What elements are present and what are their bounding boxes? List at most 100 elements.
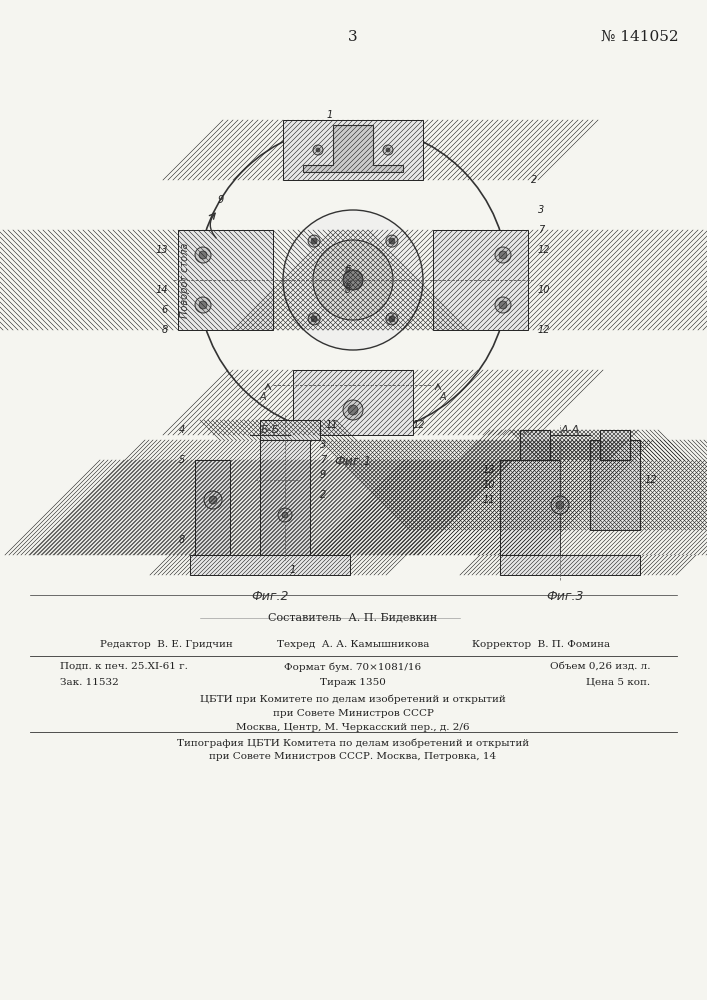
Text: б: б bbox=[346, 265, 351, 274]
Text: Формат бум. 70×1081/16: Формат бум. 70×1081/16 bbox=[284, 662, 421, 672]
Text: Объем 0,26 изд. л.: Объем 0,26 изд. л. bbox=[549, 662, 650, 671]
Circle shape bbox=[308, 313, 320, 325]
Circle shape bbox=[499, 251, 507, 259]
Text: Поворот стола: Поворот стола bbox=[180, 242, 190, 318]
Circle shape bbox=[556, 501, 564, 509]
Text: А: А bbox=[440, 392, 446, 402]
Text: Редактор  В. Е. Гридчин: Редактор В. Е. Гридчин bbox=[100, 640, 233, 649]
Text: б: б bbox=[346, 281, 351, 290]
Circle shape bbox=[386, 313, 398, 325]
Text: Цена 5 коп.: Цена 5 коп. bbox=[586, 678, 650, 687]
Text: 8: 8 bbox=[162, 325, 168, 335]
Polygon shape bbox=[600, 430, 630, 460]
Circle shape bbox=[316, 148, 320, 152]
Circle shape bbox=[495, 297, 511, 313]
Text: 2: 2 bbox=[531, 175, 537, 185]
Text: б: б bbox=[345, 265, 351, 275]
Text: 9: 9 bbox=[218, 195, 224, 205]
Polygon shape bbox=[190, 555, 350, 575]
Polygon shape bbox=[520, 430, 550, 460]
Circle shape bbox=[383, 145, 393, 155]
Text: 6: 6 bbox=[162, 305, 168, 315]
Circle shape bbox=[313, 240, 393, 320]
Text: 3: 3 bbox=[348, 30, 358, 44]
Text: б: б bbox=[345, 285, 351, 295]
Text: Подп. к печ. 25.XI-61 г.: Подп. к печ. 25.XI-61 г. bbox=[60, 662, 188, 671]
Text: А: А bbox=[259, 392, 267, 402]
Text: 8: 8 bbox=[179, 535, 185, 545]
Text: 5: 5 bbox=[179, 455, 185, 465]
Circle shape bbox=[195, 297, 211, 313]
Circle shape bbox=[199, 301, 207, 309]
Text: при Совете Министров СССР. Москва, Петровка, 14: при Совете Министров СССР. Москва, Петро… bbox=[209, 752, 496, 761]
Circle shape bbox=[283, 210, 423, 350]
Polygon shape bbox=[195, 460, 230, 555]
Text: Корректор  В. П. Фомина: Корректор В. П. Фомина bbox=[472, 640, 610, 649]
Text: А-А: А-А bbox=[561, 425, 580, 435]
Text: 13: 13 bbox=[482, 465, 495, 475]
Circle shape bbox=[311, 316, 317, 322]
Circle shape bbox=[199, 251, 207, 259]
Text: 4: 4 bbox=[179, 425, 185, 435]
Circle shape bbox=[389, 316, 395, 322]
Text: 12: 12 bbox=[413, 420, 426, 430]
Text: Фиг.1: Фиг.1 bbox=[334, 455, 372, 468]
Text: Техред  А. А. Камышникова: Техред А. А. Камышникова bbox=[277, 640, 429, 649]
Text: 2: 2 bbox=[320, 490, 326, 500]
Text: 12: 12 bbox=[538, 245, 551, 255]
Circle shape bbox=[278, 508, 292, 522]
Polygon shape bbox=[500, 555, 640, 575]
Text: 14: 14 bbox=[156, 285, 168, 295]
Polygon shape bbox=[303, 125, 403, 172]
Circle shape bbox=[499, 301, 507, 309]
Text: 11: 11 bbox=[325, 420, 338, 430]
Circle shape bbox=[343, 270, 363, 290]
Text: при Совете Министров СССР: при Совете Министров СССР bbox=[273, 709, 433, 718]
Text: 12: 12 bbox=[538, 325, 551, 335]
Circle shape bbox=[311, 238, 317, 244]
Text: Составитель  А. П. Бидевкин: Составитель А. П. Бидевкин bbox=[269, 612, 438, 622]
Text: 11: 11 bbox=[482, 495, 495, 505]
Text: 3: 3 bbox=[320, 440, 326, 450]
Text: 1: 1 bbox=[327, 110, 333, 120]
Text: 1: 1 bbox=[290, 565, 296, 575]
Text: Б-Б: Б-Б bbox=[260, 425, 280, 435]
Polygon shape bbox=[260, 440, 310, 555]
Text: 3: 3 bbox=[538, 205, 544, 215]
Circle shape bbox=[495, 247, 511, 263]
Circle shape bbox=[551, 496, 569, 514]
Circle shape bbox=[308, 235, 320, 247]
Polygon shape bbox=[283, 120, 423, 180]
Circle shape bbox=[348, 145, 358, 155]
Text: Типография ЦБТИ Комитета по делам изобретений и открытий: Типография ЦБТИ Комитета по делам изобре… bbox=[177, 738, 529, 748]
Polygon shape bbox=[433, 230, 528, 330]
Text: 9: 9 bbox=[320, 470, 326, 480]
Text: 10: 10 bbox=[538, 285, 551, 295]
Text: 7: 7 bbox=[538, 225, 544, 235]
Text: № 141052: № 141052 bbox=[601, 30, 679, 44]
Circle shape bbox=[389, 238, 395, 244]
Text: Москва, Центр, М. Черкасский пер., д. 2/6: Москва, Центр, М. Черкасский пер., д. 2/… bbox=[236, 723, 469, 732]
Text: 10: 10 bbox=[482, 480, 495, 490]
Circle shape bbox=[351, 148, 355, 152]
Polygon shape bbox=[500, 460, 560, 555]
Circle shape bbox=[386, 148, 390, 152]
Circle shape bbox=[386, 235, 398, 247]
Circle shape bbox=[313, 145, 323, 155]
Text: 12: 12 bbox=[645, 475, 658, 485]
Polygon shape bbox=[260, 420, 320, 440]
Text: ЦБТИ при Комитете по делам изобретений и открытий: ЦБТИ при Комитете по делам изобретений и… bbox=[200, 695, 506, 704]
Circle shape bbox=[343, 400, 363, 420]
Text: Зак. 11532: Зак. 11532 bbox=[60, 678, 119, 687]
Circle shape bbox=[209, 496, 217, 504]
Circle shape bbox=[204, 491, 222, 509]
Circle shape bbox=[348, 405, 358, 415]
Circle shape bbox=[195, 247, 211, 263]
Polygon shape bbox=[178, 230, 273, 330]
Text: Фиг.3: Фиг.3 bbox=[547, 590, 584, 603]
Circle shape bbox=[282, 512, 288, 518]
Text: Фиг.2: Фиг.2 bbox=[251, 590, 288, 603]
Text: 7: 7 bbox=[320, 455, 326, 465]
Polygon shape bbox=[293, 370, 413, 435]
Text: Тираж 1350: Тираж 1350 bbox=[320, 678, 386, 687]
